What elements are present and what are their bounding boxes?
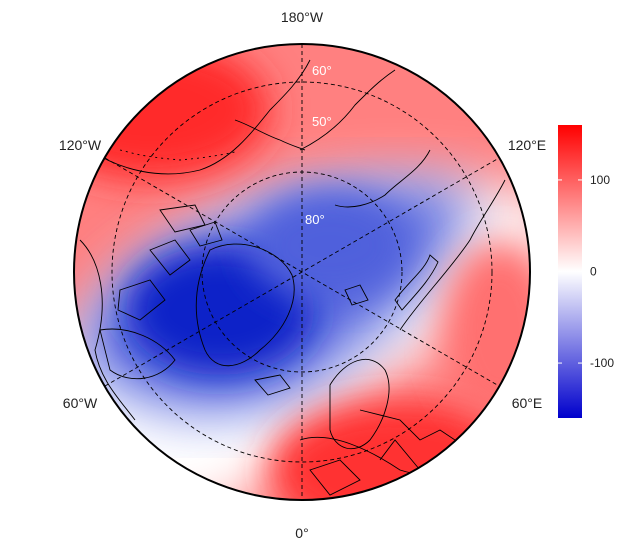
lat-label-mid: 50° [312, 114, 332, 129]
lon-label-upper-left: 120°W [59, 137, 102, 153]
anomaly-field [74, 44, 530, 500]
lon-label-bottom: 0° [295, 525, 308, 541]
lon-label-lower-left: 60°W [63, 395, 98, 411]
lat-label-inner: 80° [305, 212, 325, 227]
colorbar-tick-label: -100 [590, 356, 614, 370]
lon-label-top: 180°W [281, 9, 324, 25]
map-border [73, 43, 531, 501]
lon-label-upper-right: 120°E [508, 137, 546, 153]
graticule [104, 44, 500, 500]
lon-label-lower-right: 60°E [512, 395, 543, 411]
coastlines [79, 59, 506, 496]
colorbar: 100 0 -100 [558, 125, 614, 418]
colorbar-tick-label: 100 [590, 173, 610, 187]
colorbar-tick-label: 0 [590, 265, 597, 279]
lat-label-outer: 60° [312, 63, 332, 78]
